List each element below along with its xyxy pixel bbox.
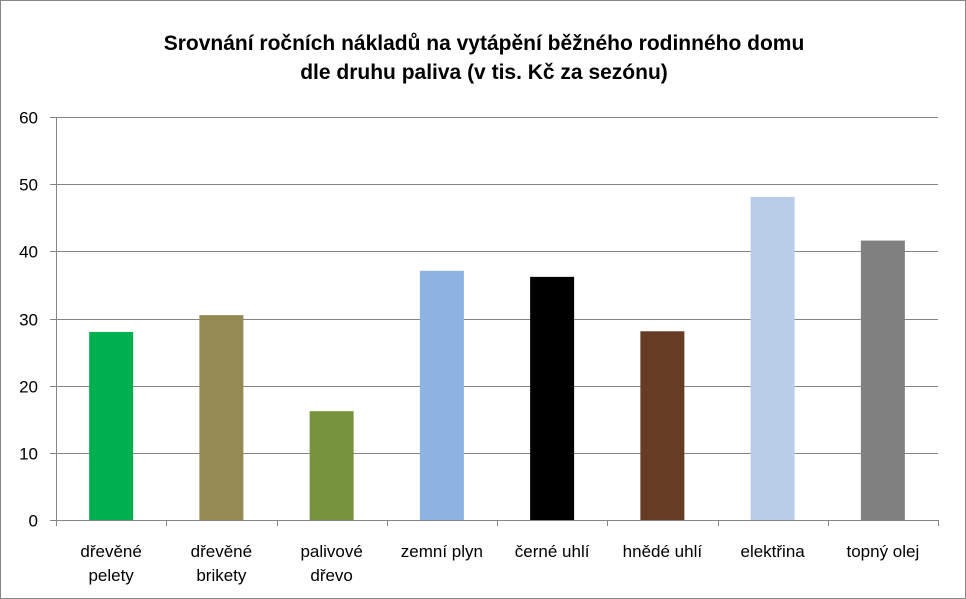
bar <box>750 196 795 520</box>
bar <box>419 270 464 520</box>
x-tick-label: hnědé uhlí <box>623 542 703 561</box>
chart-title-line-1: Srovnání ročních nákladů na vytápění běž… <box>163 32 805 55</box>
y-tick-label: 10 <box>19 445 38 464</box>
x-tick-label: dřevěné brikety <box>191 542 252 585</box>
bar <box>199 315 244 520</box>
bar <box>860 240 905 520</box>
y-tick-label: 50 <box>19 176 38 195</box>
y-tick-label: 30 <box>19 311 38 330</box>
x-tick-label: zemní plyn <box>401 542 483 561</box>
x-tick-label: černé uhlí <box>515 542 590 561</box>
x-tick-label: topný olej <box>846 542 919 561</box>
y-tick-label: 0 <box>29 512 38 531</box>
bar <box>89 331 134 520</box>
y-tick-label: 20 <box>19 378 38 397</box>
x-tick-label: dřevěné pelety <box>80 542 141 585</box>
chart-title-line-2: dle druhu paliva (v tis. Kč za sezónu) <box>300 61 668 84</box>
y-tick-label: 40 <box>19 243 38 262</box>
x-tick-label: palivové dřevo <box>300 542 362 585</box>
bar <box>309 411 354 520</box>
bar <box>530 276 575 520</box>
x-tick-label: elektřina <box>740 542 805 561</box>
bar <box>640 331 685 520</box>
chart-title: Srovnání ročních nákladů na vytápění běž… <box>1 29 966 87</box>
y-tick-label: 60 <box>19 109 38 128</box>
